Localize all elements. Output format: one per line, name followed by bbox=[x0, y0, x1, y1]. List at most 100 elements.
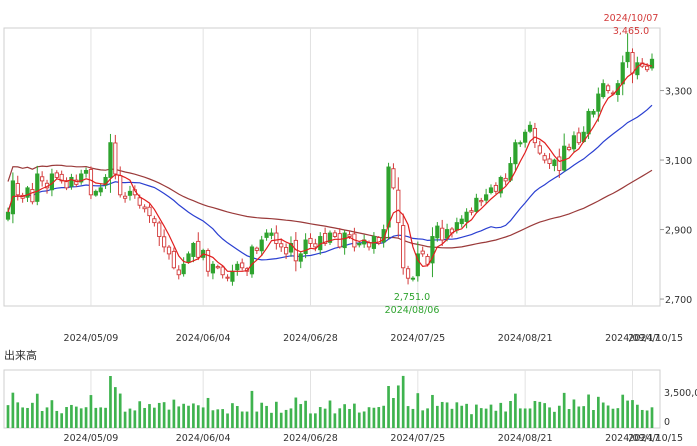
volume-bar bbox=[309, 413, 312, 428]
candle-body bbox=[118, 175, 123, 196]
volume-bar bbox=[494, 410, 498, 428]
volume-bar bbox=[94, 407, 98, 428]
candle-body bbox=[83, 170, 89, 174]
candle-body bbox=[591, 110, 596, 115]
volume-bar bbox=[401, 375, 405, 428]
candle-body bbox=[210, 263, 216, 274]
volume-bar bbox=[35, 393, 39, 428]
candle-body bbox=[30, 189, 35, 203]
volume-bar bbox=[318, 407, 322, 428]
candle-body bbox=[127, 190, 133, 196]
volume-tick-max: 3,500,0 bbox=[664, 388, 697, 399]
candle-body bbox=[474, 197, 479, 212]
volume-bar bbox=[16, 402, 20, 428]
volume-bar bbox=[362, 411, 366, 428]
candle-body bbox=[254, 247, 259, 251]
volume-bar bbox=[226, 413, 229, 428]
candle-body bbox=[454, 222, 459, 231]
volume-bar bbox=[109, 376, 112, 428]
volume-bar bbox=[99, 407, 103, 428]
candle-body bbox=[332, 232, 337, 237]
volume-bar bbox=[435, 405, 439, 428]
price-panel: 3,300 3,100 2,900 2,700 2024/10/07 3,465.0 … bbox=[3, 13, 692, 316]
candle-body bbox=[425, 256, 430, 265]
volume-x-axis: 2024/05/09 2024/06/04 2024/06/28 2024/07/25… bbox=[64, 433, 683, 444]
candle-body bbox=[503, 177, 508, 182]
volume-bar bbox=[406, 406, 410, 428]
candle-body bbox=[601, 83, 606, 98]
volume-bar bbox=[640, 409, 644, 428]
candle-body bbox=[518, 142, 523, 145]
price-x-tick-label: 2024/07/25 bbox=[390, 333, 445, 344]
volume-bar bbox=[231, 403, 234, 428]
candle-body bbox=[191, 242, 196, 257]
candle-body bbox=[396, 189, 401, 224]
volume-bar bbox=[128, 408, 132, 428]
candle-body bbox=[108, 142, 113, 178]
annotations: 2024/10/07 3,465.0 2,751.0 2024/08/06 bbox=[385, 13, 659, 316]
candle-body bbox=[162, 236, 167, 248]
volume-bar bbox=[162, 402, 166, 428]
volume-bar bbox=[89, 395, 93, 428]
candle-body bbox=[79, 173, 84, 183]
price-y-tick-label: 3,100 bbox=[665, 156, 692, 167]
candle-body bbox=[469, 210, 474, 213]
volume-bar bbox=[235, 406, 239, 428]
volume-bar bbox=[411, 408, 415, 428]
volume-bar bbox=[11, 392, 15, 428]
candle-body bbox=[64, 180, 69, 189]
volume-bar bbox=[113, 387, 117, 428]
volume-panel-frame bbox=[3, 369, 661, 429]
volume-bar bbox=[284, 409, 288, 428]
candle-body bbox=[249, 246, 255, 275]
price-x-tick-label: 2024/06/04 bbox=[176, 333, 231, 344]
volume-bar bbox=[499, 402, 503, 428]
volume-bar bbox=[440, 401, 444, 428]
candle-body bbox=[401, 225, 406, 269]
ma-mid-line bbox=[7, 104, 653, 261]
volume-x-tick-label: 2024/06/04 bbox=[176, 433, 231, 444]
volume-bar bbox=[465, 403, 468, 428]
volume-bar bbox=[416, 393, 420, 428]
candle-body bbox=[459, 218, 464, 225]
candle-body bbox=[40, 176, 45, 182]
volume-bar bbox=[201, 407, 205, 428]
candle-body bbox=[69, 176, 74, 187]
candle-body bbox=[323, 232, 328, 244]
price-y-tick-label: 2,700 bbox=[665, 295, 692, 306]
volume-bar bbox=[299, 404, 303, 428]
candle-body bbox=[269, 232, 274, 236]
volume-bar bbox=[260, 402, 264, 428]
candle-body bbox=[298, 253, 303, 262]
price-x-tick-label: 2024/10/15 bbox=[628, 333, 683, 344]
volume-bar bbox=[50, 400, 54, 428]
low-date-label: 2024/08/06 bbox=[385, 305, 440, 316]
volume-bar bbox=[138, 401, 142, 428]
volume-bar bbox=[84, 407, 88, 428]
price-panel-frame bbox=[3, 27, 661, 307]
volume-bar bbox=[572, 399, 576, 428]
volume-bar bbox=[221, 409, 225, 428]
volume-bar bbox=[636, 404, 639, 428]
low-value-label: 2,751.0 bbox=[394, 292, 430, 303]
candle-body bbox=[230, 270, 235, 282]
volume-bar bbox=[133, 410, 137, 428]
volume-bar bbox=[40, 410, 44, 428]
candle-body bbox=[15, 183, 20, 196]
candle-body bbox=[113, 142, 118, 175]
candle-body bbox=[527, 124, 533, 132]
volume-bar bbox=[74, 406, 78, 428]
candle-body bbox=[620, 62, 625, 85]
volume-bar bbox=[343, 404, 346, 428]
volume-bar bbox=[31, 402, 34, 428]
candle-body bbox=[513, 142, 518, 165]
price-y-axis: 3,300 3,100 2,900 2,700 bbox=[660, 87, 692, 306]
candle-body bbox=[186, 253, 191, 263]
volume-bar bbox=[314, 413, 317, 428]
candle-body bbox=[240, 262, 245, 269]
volume-bar bbox=[55, 410, 59, 428]
volume-bar bbox=[250, 390, 254, 428]
candle-body bbox=[196, 240, 201, 258]
volume-bar bbox=[592, 409, 595, 428]
volume-bar bbox=[118, 393, 122, 428]
